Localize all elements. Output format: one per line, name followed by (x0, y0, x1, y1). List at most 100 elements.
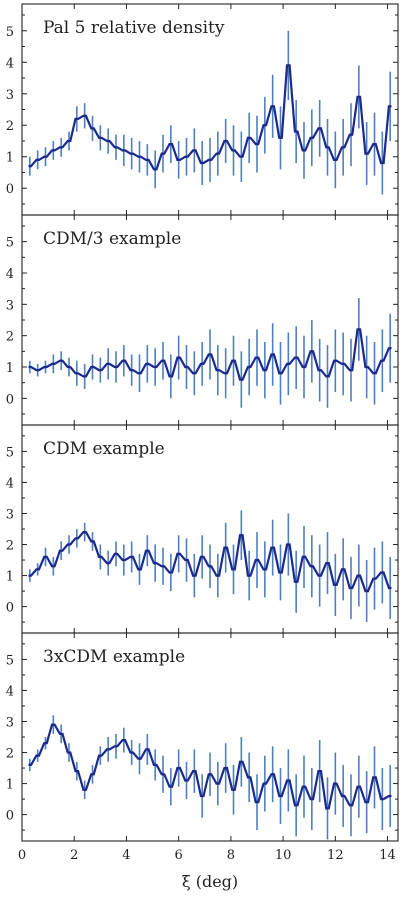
data-point (91, 773, 94, 776)
y-tick-label: 1 (6, 778, 14, 793)
data-point (255, 800, 259, 804)
data-point (381, 359, 384, 362)
panel-2: 0 1 2 3 4 5 CDM/3 example (6, 214, 399, 426)
data-point (208, 565, 212, 568)
data-point (247, 776, 251, 779)
data-point (318, 769, 321, 773)
data-point (373, 776, 376, 779)
data-point (67, 139, 71, 143)
data-point (310, 350, 314, 353)
data-point (67, 365, 71, 369)
data-point (240, 378, 243, 381)
data-point (271, 773, 274, 776)
y-tick-label: 4 (6, 476, 14, 491)
data-point (373, 142, 376, 146)
panel-4: 0 1 2 3 4 5 3xCDM example (6, 632, 399, 842)
data-point (83, 530, 86, 534)
data-point (310, 136, 314, 140)
data-point (122, 738, 126, 742)
data-point (326, 146, 329, 149)
data-point (208, 353, 212, 356)
data-point (341, 146, 345, 149)
data-point (59, 146, 63, 149)
y-tick-label: 3 (6, 88, 14, 103)
data-point (232, 149, 235, 152)
data-point (294, 356, 298, 359)
data-point (44, 555, 47, 559)
data-point (169, 571, 173, 574)
data-point (302, 365, 306, 369)
data-point (381, 797, 384, 801)
data-point (146, 362, 149, 366)
data-point (247, 136, 251, 140)
y-tick-label: 3 (6, 715, 14, 730)
data-point (130, 152, 133, 155)
data-point (232, 359, 235, 362)
panel-data (28, 298, 392, 408)
data-point (263, 368, 267, 372)
data-point (59, 549, 63, 552)
data-point (28, 763, 32, 767)
data-point (146, 748, 149, 751)
y-tick-label: 5 (6, 653, 14, 668)
data-point (240, 534, 243, 537)
y-tick-label: 4 (6, 56, 14, 71)
data-point (326, 561, 329, 565)
data-point (318, 127, 321, 130)
data-point (52, 149, 55, 152)
data-point (153, 763, 157, 767)
data-point (224, 139, 227, 143)
data-point (28, 574, 32, 577)
data-point (216, 782, 220, 785)
data-point (357, 574, 361, 577)
data-point (388, 794, 392, 798)
data-point (373, 372, 376, 375)
data-point (224, 372, 227, 375)
data-point (153, 561, 157, 565)
data-point (83, 375, 86, 378)
data-point (341, 362, 345, 366)
y-tick-label: 0 (6, 809, 14, 824)
data-point (52, 565, 55, 568)
data-point (138, 757, 141, 760)
y-tick-label: 0 (6, 182, 14, 197)
y-tick-label: 2 (6, 747, 14, 762)
data-point (177, 356, 180, 359)
data-point (130, 751, 133, 754)
data-point (44, 742, 47, 745)
data-point (114, 146, 118, 149)
data-point (247, 574, 251, 577)
data-point (208, 773, 212, 776)
data-point (365, 152, 368, 155)
data-point (146, 158, 149, 162)
y-tick-label: 4 (6, 267, 14, 282)
y-tick-label: 0 (6, 601, 14, 616)
data-point (59, 359, 63, 362)
data-point (36, 754, 39, 757)
data-point (388, 347, 392, 350)
y-tick-label: 5 (6, 445, 14, 460)
y-tick-label: 1 (6, 361, 14, 376)
data-point (106, 561, 110, 565)
data-point (153, 365, 157, 369)
data-point (334, 583, 337, 587)
data-point (326, 807, 329, 810)
data-point (334, 782, 337, 785)
data-point (122, 359, 126, 362)
data-point (36, 368, 39, 372)
data-point (216, 368, 220, 372)
data-point (240, 155, 243, 158)
y-tick-label: 3 (6, 507, 14, 522)
data-point (36, 568, 39, 571)
data-point (99, 555, 102, 559)
data-point (232, 788, 235, 791)
panel-frame (21, 632, 399, 842)
panel-title: CDM/3 example (43, 229, 181, 249)
data-point (287, 362, 290, 366)
data-point (200, 161, 204, 165)
data-point (185, 779, 188, 782)
data-point (216, 574, 220, 577)
y-tick-label: 1 (6, 151, 14, 166)
data-point (91, 540, 94, 543)
